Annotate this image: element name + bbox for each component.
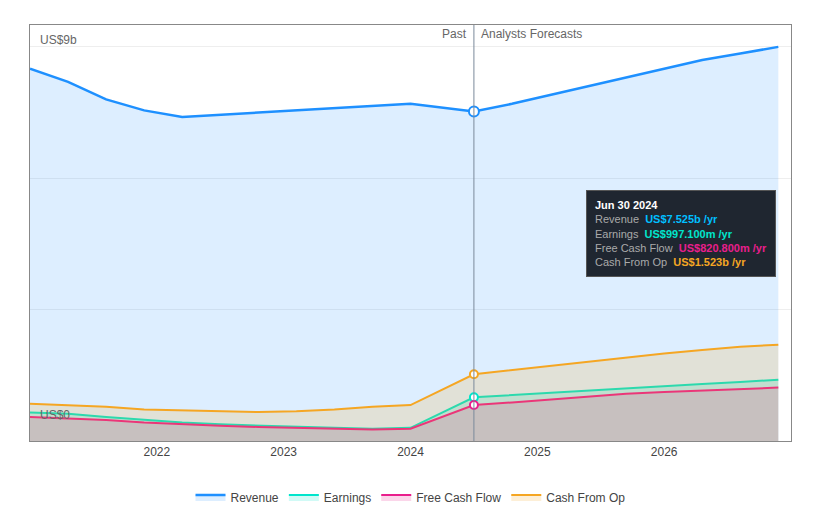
svg-text:Analysts Forecasts: Analysts Forecasts	[481, 27, 582, 41]
svg-text:2024: 2024	[397, 445, 424, 459]
svg-text:2025: 2025	[524, 445, 551, 459]
svg-text:2026: 2026	[651, 445, 678, 459]
svg-text:Past: Past	[442, 27, 467, 41]
svg-text:Cash From Op: Cash From Op	[546, 491, 625, 505]
svg-text:2022: 2022	[143, 445, 170, 459]
svg-text:Free Cash Flow: Free Cash Flow	[416, 491, 501, 505]
svg-text:US$0: US$0	[40, 408, 70, 422]
svg-text:2023: 2023	[270, 445, 297, 459]
svg-text:US$9b: US$9b	[40, 33, 77, 47]
svg-text:Jun 30 2024Revenue US$7.525b: Jun 30 2024Revenue US$7.525b /yrEarnings…	[595, 199, 767, 268]
svg-text:Earnings: Earnings	[324, 491, 371, 505]
svg-text:Revenue: Revenue	[231, 491, 279, 505]
